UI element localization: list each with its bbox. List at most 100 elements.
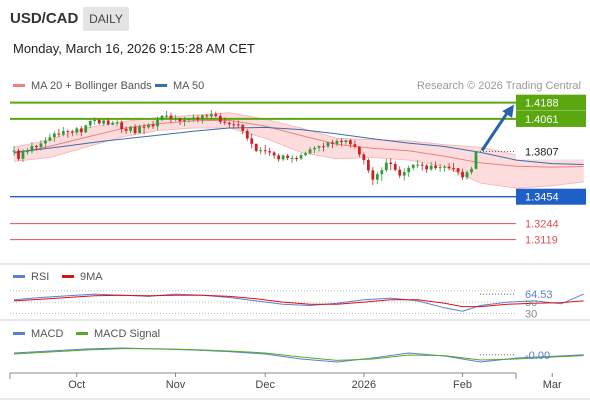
ma20-label: MA 20 + Bollinger Bands bbox=[31, 80, 152, 92]
candle-body bbox=[133, 126, 137, 134]
rsi-last-value: 64.53 bbox=[525, 289, 553, 301]
candle bbox=[420, 162, 424, 171]
candle bbox=[353, 140, 357, 149]
level-tag-1.4061 bbox=[516, 110, 586, 127]
candle-body bbox=[205, 115, 209, 117]
rsi-swatch bbox=[13, 274, 25, 278]
candle-body bbox=[102, 120, 106, 124]
candle bbox=[66, 129, 70, 138]
candle-body bbox=[371, 170, 375, 180]
candle-body bbox=[214, 114, 218, 116]
candle-body bbox=[331, 142, 334, 144]
candle bbox=[375, 171, 379, 185]
macd-last-value: -0.00 bbox=[525, 350, 550, 362]
candle-body bbox=[461, 171, 464, 178]
candle-body bbox=[88, 120, 92, 126]
candle bbox=[88, 120, 92, 129]
candle bbox=[268, 147, 272, 156]
x-label-Oct: Oct bbox=[68, 379, 85, 391]
candle-body bbox=[241, 124, 245, 131]
candle-body bbox=[281, 155, 285, 160]
candle bbox=[70, 129, 74, 137]
candle bbox=[138, 124, 141, 134]
candle-body bbox=[147, 124, 150, 128]
candle bbox=[461, 168, 464, 180]
candle-body bbox=[70, 131, 74, 133]
candle-body bbox=[259, 150, 263, 152]
candle bbox=[102, 119, 106, 126]
candle bbox=[97, 118, 101, 125]
candle bbox=[443, 164, 446, 172]
candle-body bbox=[286, 155, 290, 159]
price-levels: 1.4188 1.4061 1.3454 1.3244 1.3119 bbox=[10, 94, 586, 247]
candle bbox=[398, 166, 402, 179]
legend-rsi-ma: 9MA bbox=[62, 271, 103, 283]
rsi-series-1 bbox=[13, 294, 584, 308]
ma50-label: MA 50 bbox=[173, 80, 205, 92]
candle bbox=[452, 163, 455, 172]
candle bbox=[317, 145, 321, 152]
candle bbox=[456, 168, 460, 176]
candle bbox=[223, 117, 227, 126]
candle bbox=[277, 153, 281, 162]
candle bbox=[322, 142, 325, 152]
candle-body bbox=[30, 145, 34, 152]
candle-body bbox=[375, 174, 379, 180]
candle-body bbox=[447, 166, 451, 169]
candle bbox=[48, 133, 52, 142]
candle-body bbox=[115, 122, 119, 124]
candle-body bbox=[178, 118, 182, 122]
candle-body bbox=[398, 169, 402, 176]
last-price-tag bbox=[516, 143, 586, 160]
candle bbox=[299, 153, 303, 161]
candle-body bbox=[420, 164, 424, 166]
candle-body bbox=[75, 128, 79, 133]
candle bbox=[331, 139, 334, 149]
candle-body bbox=[313, 147, 316, 150]
candle-body bbox=[48, 137, 52, 141]
candle bbox=[411, 164, 415, 171]
candle-body bbox=[223, 121, 227, 123]
candle bbox=[250, 133, 254, 149]
candle bbox=[44, 137, 47, 148]
candle bbox=[429, 161, 433, 172]
level-label-1.3119: 1.3119 bbox=[525, 235, 558, 247]
candle bbox=[326, 141, 330, 149]
rsi-last-tag bbox=[520, 286, 560, 301]
candle bbox=[281, 154, 285, 162]
x-axis: Oct Nov Dec 2026 Feb Mar bbox=[9, 372, 562, 391]
candle-body bbox=[425, 165, 429, 170]
candle bbox=[21, 149, 25, 162]
candle-body bbox=[97, 119, 101, 124]
candle-body bbox=[120, 122, 124, 130]
candle-body bbox=[160, 115, 164, 120]
candle bbox=[93, 117, 97, 125]
macd-label: MACD bbox=[31, 328, 64, 340]
candle-body bbox=[429, 165, 433, 170]
candle bbox=[187, 118, 191, 123]
candle-body bbox=[290, 158, 294, 160]
candle bbox=[389, 158, 393, 171]
candle-body bbox=[393, 164, 397, 170]
candle bbox=[174, 114, 177, 122]
candle-body bbox=[79, 128, 83, 133]
candle-body bbox=[304, 153, 307, 156]
legend-ma20: MA 20 + Bollinger Bands bbox=[13, 80, 152, 92]
candle bbox=[183, 116, 186, 127]
candle bbox=[407, 165, 411, 177]
candle bbox=[26, 148, 29, 155]
candle bbox=[236, 120, 240, 129]
candle bbox=[272, 151, 276, 159]
timeframe-badge[interactable]: DAILY bbox=[83, 7, 129, 31]
candle-body bbox=[335, 140, 339, 144]
candle-body bbox=[93, 119, 97, 121]
candle bbox=[35, 144, 38, 151]
ma50-line bbox=[13, 126, 584, 165]
candle-body bbox=[357, 146, 361, 155]
ma20-swatch bbox=[13, 83, 25, 87]
candle bbox=[84, 124, 88, 134]
level-label-1.4188: 1.4188 bbox=[525, 98, 559, 110]
candle-body bbox=[438, 167, 442, 169]
candle-body bbox=[66, 131, 70, 133]
